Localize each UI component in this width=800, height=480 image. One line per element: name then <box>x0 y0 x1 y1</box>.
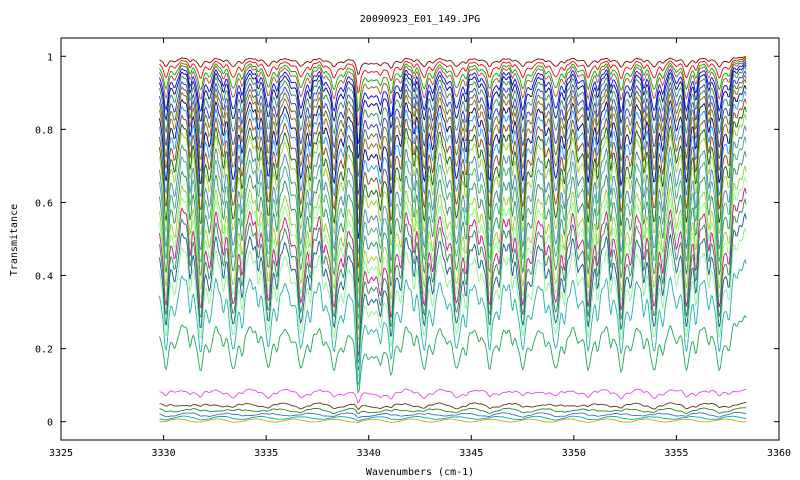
series-line <box>159 212 747 371</box>
y-tick-label: 0 <box>47 418 53 429</box>
y-tick-label: 0.8 <box>35 125 53 136</box>
series-line <box>159 197 747 364</box>
y-tick-label: 0.4 <box>35 272 53 283</box>
series-line <box>159 407 747 414</box>
x-axis-title: Wavenumbers (cm-1) <box>366 467 474 478</box>
plot-frame <box>60 37 780 441</box>
series-line <box>159 149 747 331</box>
series-line <box>159 402 747 410</box>
series-line <box>159 113 747 294</box>
series-line <box>159 56 747 76</box>
series-line <box>159 105 747 283</box>
series-line <box>159 58 747 113</box>
series-line <box>159 66 747 178</box>
series-line <box>159 63 747 159</box>
y-tick-label: 1 <box>47 52 53 63</box>
x-tick-label: 3345 <box>459 448 483 459</box>
series-line <box>159 175 747 349</box>
x-tick-label: 3330 <box>152 448 176 459</box>
series-line <box>159 90 747 254</box>
x-tick-label: 3350 <box>562 448 586 459</box>
series-line <box>159 258 747 386</box>
series-line <box>159 388 747 404</box>
y-tick-label: 0.2 <box>35 345 53 356</box>
x-axis: 3325 3330 3335 3340 3345 3350 3355 3360 <box>49 38 791 459</box>
series-line <box>159 70 747 196</box>
x-tick-label: 3335 <box>254 448 278 459</box>
series-line <box>159 226 747 379</box>
series-line <box>159 74 747 210</box>
series-line <box>159 418 747 423</box>
series-line <box>159 412 747 419</box>
series-line <box>159 124 747 309</box>
y-tick-label: 0.6 <box>35 198 53 209</box>
x-tick-label: 3340 <box>357 448 381 459</box>
chart-title: 20090923_E01_149.JPG <box>360 14 480 25</box>
series-layer <box>159 56 747 423</box>
x-tick-label: 3325 <box>49 448 73 459</box>
y-axis-title: Transmitance <box>9 204 20 276</box>
series-line <box>159 314 747 394</box>
series-line <box>159 186 747 357</box>
y-axis: 0 0.2 0.4 0.6 0.8 1 <box>35 52 779 429</box>
series-line <box>159 97 747 269</box>
series-line <box>159 84 747 240</box>
series-line <box>159 164 747 342</box>
series-line <box>159 59 747 126</box>
series-line <box>159 78 747 225</box>
x-tick-label: 3355 <box>664 448 688 459</box>
series-line <box>159 61 747 145</box>
x-tick-label: 3360 <box>767 448 791 459</box>
series-line <box>159 135 747 320</box>
series-line <box>159 415 747 422</box>
series-line <box>159 57 747 95</box>
